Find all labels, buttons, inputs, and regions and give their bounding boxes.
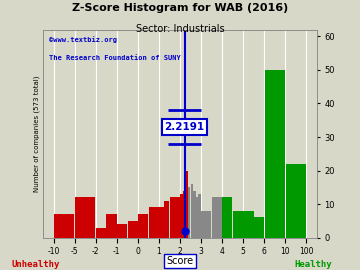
Text: ©www.textbiz.org: ©www.textbiz.org — [49, 36, 117, 43]
Bar — [159, 207, 164, 238]
Bar — [198, 194, 201, 238]
Bar — [265, 70, 285, 238]
Bar — [188, 187, 190, 238]
Bar — [75, 197, 95, 238]
Bar — [222, 197, 233, 238]
Bar — [54, 214, 75, 238]
Bar — [138, 214, 148, 238]
X-axis label: Score: Score — [166, 256, 194, 266]
Bar — [233, 211, 243, 238]
Bar — [190, 184, 193, 238]
Text: Sector: Industrials: Sector: Industrials — [136, 24, 224, 34]
Bar — [196, 197, 198, 238]
Text: The Research Foundation of SUNY: The Research Foundation of SUNY — [49, 55, 180, 61]
Bar — [175, 197, 180, 238]
Bar — [164, 201, 170, 238]
Bar — [285, 164, 306, 238]
Bar — [183, 191, 185, 238]
Y-axis label: Number of companies (573 total): Number of companies (573 total) — [34, 75, 40, 192]
Bar — [149, 207, 159, 238]
Bar — [212, 197, 222, 238]
Bar — [193, 191, 196, 238]
Bar — [107, 214, 117, 238]
Bar — [127, 221, 138, 238]
Bar — [201, 211, 211, 238]
Bar — [243, 211, 253, 238]
Bar — [96, 228, 106, 238]
Bar — [117, 224, 127, 238]
Bar — [170, 197, 175, 238]
Text: Healthy: Healthy — [294, 260, 332, 269]
Bar — [180, 194, 183, 238]
Bar — [185, 171, 188, 238]
Text: Unhealthy: Unhealthy — [12, 260, 60, 269]
Text: 2.2191: 2.2191 — [165, 122, 205, 132]
Bar — [254, 217, 264, 238]
Text: Z-Score Histogram for WAB (2016): Z-Score Histogram for WAB (2016) — [72, 3, 288, 13]
